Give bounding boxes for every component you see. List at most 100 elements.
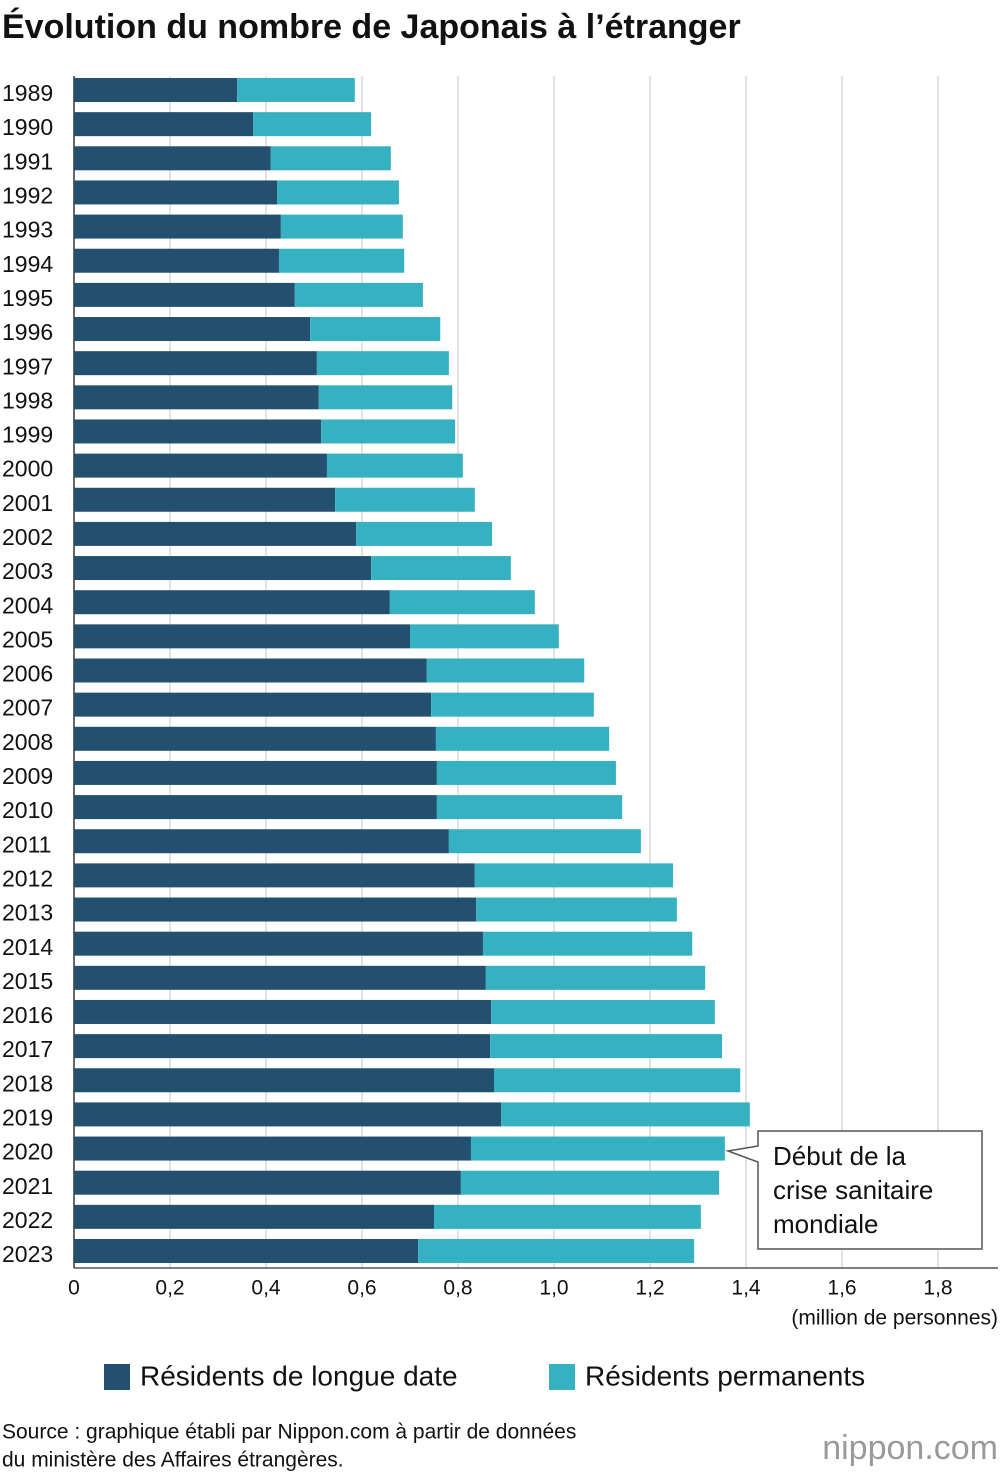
bar-segment: [74, 282, 295, 307]
y-tick-label: 1996: [2, 319, 53, 345]
bar-segment: [501, 1102, 750, 1127]
bar-segment: [74, 590, 390, 615]
y-tick-label: 1992: [2, 183, 53, 209]
y-tick-label: 2000: [2, 456, 53, 482]
y-tick-label: 2004: [2, 592, 53, 618]
bar-segment: [74, 692, 432, 717]
x-tick-label: 1,0: [539, 1277, 568, 1300]
bar-segment: [431, 692, 594, 717]
x-tick-label: 0,2: [155, 1277, 184, 1300]
bar-segment: [294, 282, 423, 307]
bar-segment: [434, 1204, 701, 1229]
bar-segment: [74, 658, 427, 683]
bar-segment: [321, 419, 456, 444]
bar-segment: [494, 1068, 741, 1093]
x-tick-label: 1,2: [635, 1277, 664, 1300]
bar-segment: [310, 317, 441, 342]
bar-segment: [476, 897, 677, 922]
bar-segment: [74, 385, 319, 410]
bar-segment: [74, 146, 271, 171]
bar-segment: [270, 146, 391, 171]
y-tick-label: 1991: [2, 148, 53, 174]
legend-label: Résidents permanents: [585, 1360, 865, 1391]
bar-segment: [74, 999, 492, 1024]
bar-segment: [474, 863, 674, 888]
bar-segment: [460, 1170, 720, 1195]
bar-segment: [316, 351, 449, 376]
legend-swatch: [104, 1364, 130, 1390]
y-tick-label: 1989: [2, 80, 53, 106]
y-tick-label: 2009: [2, 763, 53, 789]
bar-segment: [74, 1204, 434, 1229]
y-tick-label: 2011: [2, 831, 51, 857]
x-tick-label: 1,4: [731, 1277, 761, 1300]
y-tick-label: 1997: [2, 353, 53, 379]
y-tick-label: 2001: [2, 490, 53, 516]
bar-segment: [74, 1170, 461, 1195]
bar-segment: [389, 590, 535, 615]
bar-segment: [74, 351, 317, 376]
bar-segment: [74, 965, 486, 990]
bar-segment: [74, 248, 279, 273]
y-tick-label: 2022: [2, 1207, 53, 1233]
y-tick-label: 2005: [2, 626, 53, 652]
bar-segment: [74, 78, 238, 102]
bar-segment: [418, 1239, 695, 1263]
annotation-text: crise sanitaire: [773, 1175, 933, 1205]
y-tick-label: 1998: [2, 387, 53, 413]
bar-segment: [435, 726, 610, 751]
y-tick-label: 2014: [2, 934, 53, 960]
y-tick-label: 1993: [2, 217, 53, 243]
bar-segment: [335, 487, 475, 512]
y-tick-label: 2008: [2, 729, 53, 755]
bar-segment: [410, 624, 559, 649]
x-axis-label: (million de personnes): [791, 1307, 998, 1330]
bar-segment: [491, 999, 715, 1024]
bar-segment: [74, 624, 410, 649]
x-tick-label: 0,6: [347, 1277, 376, 1300]
bar-segment: [436, 795, 623, 820]
y-tick-label: 2012: [2, 865, 53, 891]
x-tick-label: 1,8: [923, 1277, 952, 1300]
bar-segment: [253, 112, 372, 137]
source-text: Source : graphique établi par Nippon.com…: [2, 1421, 576, 1444]
x-tick-label: 0,4: [251, 1277, 281, 1300]
bar-segment: [74, 795, 437, 820]
y-tick-label: 2002: [2, 524, 53, 550]
y-tick-label: 2006: [2, 661, 53, 687]
bar-segment: [74, 726, 436, 751]
bar-segment: [74, 214, 281, 239]
y-tick-label: 2020: [2, 1139, 53, 1165]
bar-segment: [74, 112, 254, 137]
y-tick-label: 1994: [2, 251, 53, 277]
source-text: du ministère des Affaires étrangères.: [2, 1449, 344, 1472]
bar-segment: [74, 419, 322, 444]
bar-segment: [490, 1034, 722, 1059]
bar-segment: [482, 931, 693, 956]
y-tick-label: 2018: [2, 1070, 53, 1096]
y-tick-label: 2007: [2, 695, 53, 721]
bar-segment: [326, 453, 463, 478]
y-tick-label: 2013: [2, 900, 53, 926]
bar-segment: [237, 78, 355, 102]
bar-segment: [356, 521, 493, 546]
bar-segment: [74, 317, 311, 342]
y-tick-label: 2021: [2, 1173, 53, 1199]
bar-segment: [74, 1136, 471, 1161]
bar-segment: [74, 1068, 494, 1093]
x-tick-label: 1,6: [827, 1277, 856, 1300]
bar-segment: [74, 1239, 419, 1263]
legend-swatch: [549, 1364, 575, 1390]
bar-segment: [74, 931, 483, 956]
bar-segment: [426, 658, 585, 683]
bar-segment: [278, 248, 405, 273]
callout-box: [725, 1130, 983, 1250]
bar-segment: [485, 965, 706, 990]
annotation-text: mondiale: [773, 1209, 879, 1239]
chart-title: Évolution du nombre de Japonais à l’étra…: [2, 8, 741, 46]
bar-segment: [371, 556, 511, 581]
y-tick-label: 2017: [2, 1036, 53, 1062]
legend-label: Résidents de longue date: [140, 1360, 458, 1391]
bar-segment: [280, 214, 403, 239]
